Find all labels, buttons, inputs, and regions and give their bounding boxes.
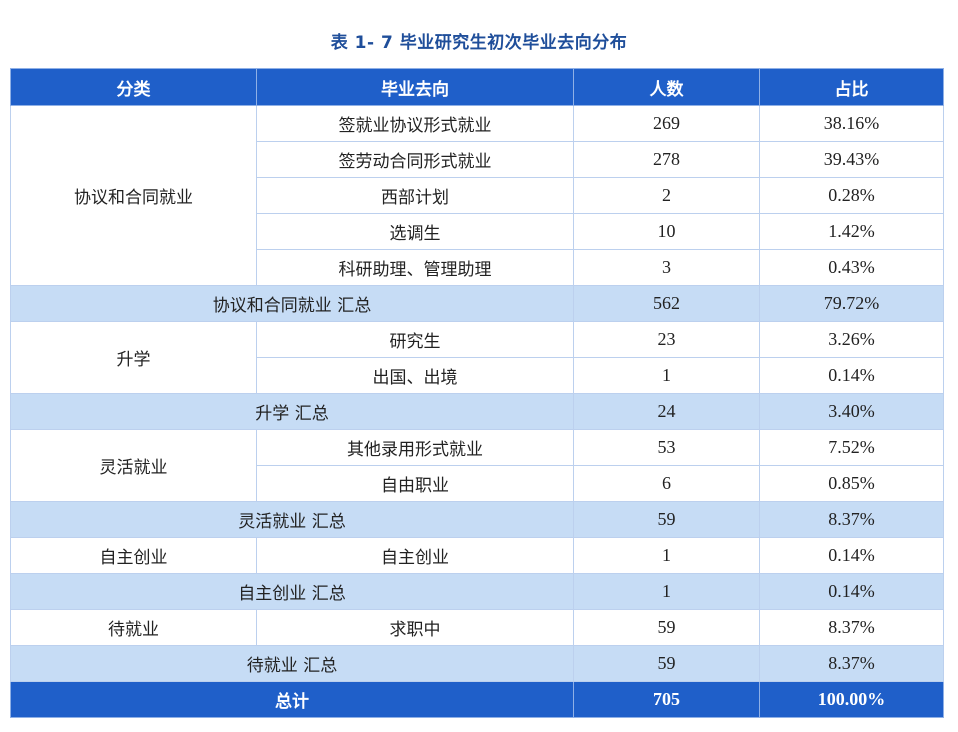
header-destination: 毕业去向 [256,68,574,106]
table-title: 表 1- 7 毕业研究生初次毕业去向分布 [330,33,628,53]
subtotal-label: 升学 汇总 [10,393,574,430]
subtotal-row: 待就业 汇总 59 8.37% [10,645,944,682]
destination-cell: 其他录用形式就业 [256,429,574,466]
destination-cell: 求职中 [256,609,574,646]
count-cell: 59 [573,609,760,646]
destination-cell: 出国、出境 [256,357,574,394]
total-label: 总计 [10,681,574,718]
percent-cell: 7.52% [759,429,944,466]
destination-cell: 自主创业 [256,537,574,574]
header-percent: 占比 [759,68,944,106]
subtotal-count: 59 [573,645,760,682]
count-cell: 23 [573,321,760,358]
percent-cell: 0.14% [759,537,944,574]
percent-cell: 0.43% [759,249,944,286]
subtotal-row: 协议和合同就业 汇总 562 79.72% [10,285,944,322]
percent-cell: 8.37% [759,609,944,646]
header-category: 分类 [10,68,257,106]
subtotal-label: 协议和合同就业 汇总 [10,285,574,322]
table-row: 灵活就业 其他录用形式就业 53 7.52% [10,429,944,502]
subtotal-count: 24 [573,393,760,430]
subtotal-percent: 0.14% [759,573,944,610]
table-row: 选调生 10 1.42% [11,213,944,250]
destination-cell: 自由职业 [256,465,574,502]
subtotal-count: 59 [573,501,760,538]
percent-cell: 0.14% [759,357,944,394]
count-cell: 53 [573,429,760,466]
total-percent: 100.00% [759,681,944,718]
destination-cell: 西部计划 [256,177,574,214]
category-cell: 灵活就业 [10,429,257,502]
subtotal-row: 升学 汇总 24 3.40% [10,393,944,430]
count-cell: 278 [573,141,760,178]
subtotal-percent: 8.37% [759,645,944,682]
category-cell: 自主创业 [10,537,257,574]
count-cell: 269 [573,105,760,142]
table-row: 科研助理、管理助理 3 0.43% [11,249,944,286]
table-row: 协议和合同就业 签就业协议形式就业 269 38.16% [10,105,944,286]
percent-cell: 38.16% [759,105,944,142]
table-row: 自由职业 6 0.85% [11,465,944,502]
subtotal-count: 1 [573,573,760,610]
table-row: 待就业 求职中 59 8.37% [10,609,944,646]
category-cell: 升学 [10,321,257,394]
table-row: 升学 研究生 23 3.26% [10,321,944,394]
percent-cell: 1.42% [759,213,944,250]
header-count: 人数 [573,68,760,106]
destination-cell: 签就业协议形式就业 [256,105,574,142]
percent-cell: 0.28% [759,177,944,214]
subtotal-label: 待就业 汇总 [10,645,574,682]
total-row: 总计 705 100.00% [10,681,944,718]
subtotal-percent: 3.40% [759,393,944,430]
table-row: 签劳动合同形式就业 278 39.43% [11,141,944,178]
subtotal-count: 562 [573,285,760,322]
subtotal-row: 自主创业 汇总 1 0.14% [10,573,944,610]
subtotal-percent: 8.37% [759,501,944,538]
table-row: 自主创业 自主创业 1 0.14% [10,537,944,574]
category-cell: 协议和合同就业 [10,105,257,286]
header-row: 分类 毕业去向 人数 占比 [10,68,944,106]
count-cell: 10 [573,213,760,250]
total-count: 705 [573,681,760,718]
percent-cell: 39.43% [759,141,944,178]
percent-cell: 3.26% [759,321,944,358]
percent-cell: 0.85% [759,465,944,502]
category-cell: 待就业 [10,609,257,646]
subtotal-row: 灵活就业 汇总 59 8.37% [10,501,944,538]
destination-cell: 研究生 [256,321,574,358]
count-cell: 3 [573,249,760,286]
destination-cell: 选调生 [256,213,574,250]
count-cell: 2 [573,177,760,214]
table-row: 西部计划 2 0.28% [11,177,944,214]
destination-table: 分类 毕业去向 人数 占比 协议和合同就业 签就业协议形式就业 269 38.1… [10,68,944,718]
subtotal-percent: 79.72% [759,285,944,322]
count-cell: 1 [573,357,760,394]
destination-cell: 签劳动合同形式就业 [256,141,574,178]
destination-cell: 科研助理、管理助理 [256,249,574,286]
count-cell: 6 [573,465,760,502]
count-cell: 1 [573,537,760,574]
subtotal-label: 自主创业 汇总 [10,573,574,610]
subtotal-label: 灵活就业 汇总 [10,501,574,538]
